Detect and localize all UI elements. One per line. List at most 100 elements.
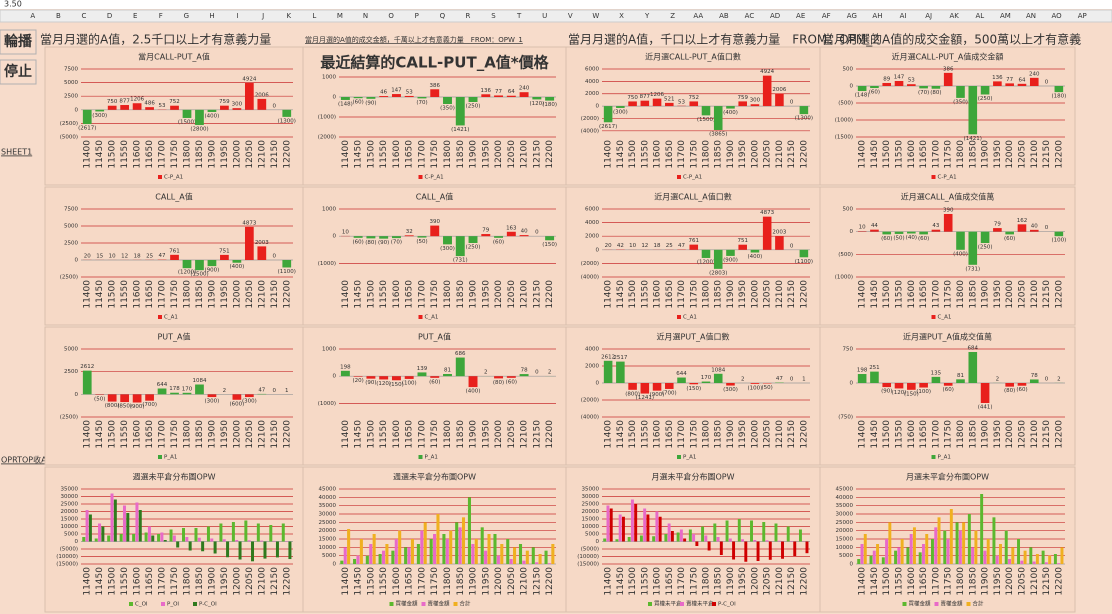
data-label: (120) xyxy=(376,381,391,387)
bar xyxy=(971,547,975,564)
bar xyxy=(918,552,922,564)
x-tick-label: 11450 xyxy=(870,567,880,596)
bar xyxy=(151,535,155,542)
button-box[interactable] xyxy=(0,29,37,55)
x-tick-label: 11750 xyxy=(689,420,699,449)
bar xyxy=(340,370,350,377)
bar xyxy=(646,514,650,542)
bar xyxy=(1029,379,1039,383)
x-tick-label: 11550 xyxy=(379,420,389,449)
x-tick-label: 11400 xyxy=(604,280,614,309)
x-tick-label: 11750 xyxy=(944,567,954,596)
y-tick-label: (1000) xyxy=(318,261,336,267)
bar xyxy=(430,89,440,97)
bar xyxy=(1005,83,1014,86)
bar xyxy=(956,379,965,383)
x-tick-label: 11800 xyxy=(702,280,712,309)
data-label: 147 xyxy=(894,75,905,81)
data-label: 2612 xyxy=(80,364,94,370)
x-tick-label: 11650 xyxy=(405,567,415,596)
data-label: (150) xyxy=(389,382,404,388)
button-label[interactable]: 停止 xyxy=(4,63,32,80)
x-tick-label: 11700 xyxy=(158,420,168,449)
x-tick-label: 11750 xyxy=(689,567,699,596)
legend-label: C_A1 xyxy=(425,315,439,321)
bar xyxy=(365,555,369,564)
bar xyxy=(894,81,904,86)
x-tick-label: 12200 xyxy=(545,420,555,449)
data-label: 64 xyxy=(508,89,515,95)
legend-swatch xyxy=(158,455,162,459)
data-label: (900) xyxy=(205,268,220,274)
bar xyxy=(366,236,376,239)
data-label: 386 xyxy=(429,83,440,89)
data-label: (300) xyxy=(92,113,107,119)
formula-bar xyxy=(0,0,1112,9)
sheet-link[interactable]: SHEET1 xyxy=(1,148,32,157)
bar xyxy=(704,535,708,542)
bar xyxy=(207,109,217,112)
bar xyxy=(679,529,683,542)
x-tick-label: 12050 xyxy=(1017,567,1027,596)
legend-label: C_A1 xyxy=(938,315,952,321)
x-tick-label: 12000 xyxy=(750,280,760,309)
data-label: 170 xyxy=(182,386,193,392)
data-label: 20 xyxy=(84,253,91,259)
chart-panel xyxy=(302,186,567,326)
data-label: (60) xyxy=(506,379,517,385)
legend-label: C-P_A1 xyxy=(164,175,183,181)
data-label: (1421) xyxy=(451,127,469,133)
chart-title: 近月選CALL_A值口數 xyxy=(654,192,731,202)
legend-swatch xyxy=(966,602,971,606)
x-tick-label: 11450 xyxy=(95,567,105,596)
bar xyxy=(461,517,466,564)
data-label: 300 xyxy=(232,102,243,108)
legend-swatch xyxy=(648,602,652,606)
x-tick-label: 11450 xyxy=(870,420,880,449)
data-label: (900) xyxy=(650,392,665,398)
x-tick-label: 12000 xyxy=(1005,280,1015,309)
bar xyxy=(1029,229,1039,232)
x-tick-label: 11650 xyxy=(665,140,675,169)
y-tick-label: 25000 xyxy=(582,502,600,508)
data-label: 0 xyxy=(273,388,277,394)
data-label: 750 xyxy=(627,95,638,101)
bar xyxy=(213,541,217,554)
sheet-link[interactable]: OPRTOP收A xyxy=(1,455,47,465)
x-tick-label: 12000 xyxy=(750,567,760,596)
column-letter: O xyxy=(388,12,394,20)
bar xyxy=(726,383,735,386)
data-label: 1206 xyxy=(130,97,144,103)
x-tick-label: 12200 xyxy=(282,280,292,309)
data-label: (1300) xyxy=(278,118,296,124)
x-tick-label: 12050 xyxy=(1017,280,1027,309)
bar xyxy=(120,105,130,110)
y-tick-label: (10000) xyxy=(577,554,599,560)
bar xyxy=(182,392,192,395)
y-tick-label: 5000 xyxy=(322,553,336,559)
bar xyxy=(430,225,440,237)
bar xyxy=(781,541,784,559)
x-tick-label: 11850 xyxy=(456,567,466,596)
bar xyxy=(658,516,662,542)
x-tick-label: 11550 xyxy=(895,420,905,449)
x-tick-label: 11550 xyxy=(379,280,389,309)
bar xyxy=(107,394,117,402)
bar xyxy=(210,538,214,542)
column-letter: J xyxy=(261,12,264,20)
x-tick-label: 11850 xyxy=(714,420,724,449)
legend-label: 買權金額 xyxy=(396,600,419,608)
bar xyxy=(946,539,950,564)
x-tick-label: 11800 xyxy=(443,420,453,449)
data-label: (1421) xyxy=(964,136,982,142)
data-label: (400) xyxy=(466,389,481,395)
button-box[interactable] xyxy=(0,59,37,85)
bar xyxy=(500,544,504,564)
x-tick-label: 11600 xyxy=(907,140,917,169)
bar xyxy=(983,550,987,564)
x-tick-label: 11450 xyxy=(354,280,364,309)
y-tick-label: 4000 xyxy=(585,347,599,353)
button-label[interactable]: 輪播 xyxy=(4,33,33,50)
bar xyxy=(775,93,784,107)
bar xyxy=(94,538,98,542)
